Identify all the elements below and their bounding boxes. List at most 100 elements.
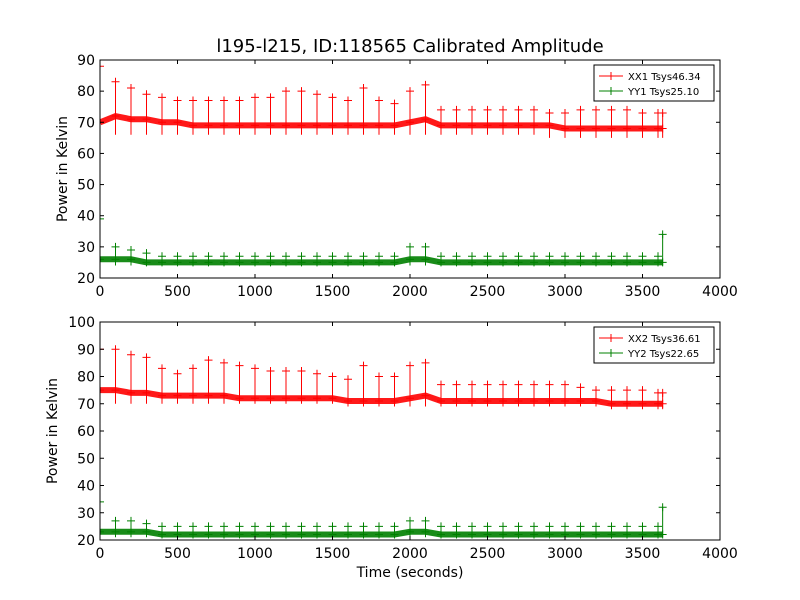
marker-point <box>282 121 290 130</box>
marker-high <box>483 380 492 389</box>
marker-point <box>313 394 321 403</box>
marker-high <box>173 369 182 378</box>
legend-marker <box>607 334 615 342</box>
marker-point <box>561 258 569 267</box>
y-tick-label: 80 <box>77 84 95 100</box>
legend-entry: XX1 Tsys46.34 <box>599 72 701 83</box>
plot-bottom: 0 500 1000 1500 2000 2500 3000 3500 4000 20 30 40 50… <box>45 315 738 562</box>
marker-point <box>607 399 616 408</box>
x-tick-label: 3500 <box>625 546 661 562</box>
marker-high <box>654 522 662 531</box>
plot-top-ylabel: Power in Kelvin <box>55 116 71 222</box>
marker-point <box>235 258 244 267</box>
marker-point <box>483 258 492 267</box>
marker-point <box>204 121 213 130</box>
marker-point <box>638 258 647 267</box>
marker-point <box>189 121 197 130</box>
marker-high <box>282 522 290 531</box>
marker-high <box>607 386 616 395</box>
marker-point <box>483 397 492 406</box>
marker-high <box>623 522 631 531</box>
marker-point <box>452 258 461 267</box>
marker-point <box>158 258 166 267</box>
marker-point <box>406 394 414 403</box>
legend-label: XX2 Tsys36.61 <box>628 334 701 345</box>
marker-high <box>189 364 197 373</box>
x-tick-label: 2500 <box>470 546 506 562</box>
marker-high <box>127 516 135 525</box>
x-tick-label: 1000 <box>237 546 273 562</box>
marker-high <box>658 230 667 239</box>
marker-high <box>328 93 337 102</box>
marker-point <box>576 124 585 133</box>
marker-point <box>158 391 166 400</box>
legend-entry: YY1 Tsys25.10 <box>599 87 699 98</box>
marker-point <box>297 121 306 130</box>
x-tick-label: 2000 <box>392 546 428 562</box>
marker-point <box>266 121 275 130</box>
marker-point <box>658 124 667 133</box>
plot-top: 0 500 1000 1500 2000 2500 3000 3500 4000 20 30 40 50… <box>55 53 738 300</box>
y-tick-label: 20 <box>77 271 95 287</box>
marker-point <box>204 391 213 400</box>
marker-point <box>514 397 523 406</box>
marker-point <box>468 530 476 539</box>
y-tick-label: 70 <box>77 115 95 131</box>
plot-bottom-ylabel: Power in Kelvin <box>45 378 61 484</box>
marker-point <box>592 530 600 539</box>
marker-high <box>204 522 213 531</box>
marker-point <box>297 394 306 403</box>
marker-point <box>111 386 120 395</box>
marker-high <box>658 108 667 117</box>
marker-point <box>328 258 337 267</box>
marker-high <box>468 380 476 389</box>
marker-point <box>266 530 275 539</box>
marker-high <box>561 522 569 531</box>
marker-point <box>251 121 259 130</box>
marker-high <box>592 105 600 114</box>
plot-bottom-axes: 0 500 1000 1500 2000 2500 3000 3500 4000 20 30 40 50… <box>68 315 738 562</box>
marker-point <box>499 121 507 130</box>
marker-high <box>390 99 399 108</box>
marker-point <box>142 258 151 267</box>
marker-point <box>406 118 414 127</box>
marker-high <box>545 522 554 531</box>
marker-high <box>545 380 554 389</box>
marker-high <box>235 361 244 370</box>
marker-high <box>530 380 538 389</box>
marker-point <box>499 258 507 267</box>
marker-high <box>623 386 631 395</box>
marker-high <box>483 522 492 531</box>
marker-point <box>173 391 182 400</box>
marker-point <box>607 530 616 539</box>
marker-high <box>142 519 151 528</box>
marker-high <box>576 522 585 531</box>
legend-label: XX1 Tsys46.34 <box>628 72 701 83</box>
series-top-xx <box>100 62 667 138</box>
marker-high <box>638 522 647 531</box>
marker-high <box>100 214 104 223</box>
plot-top-marks <box>100 62 667 267</box>
marker-point <box>359 121 368 130</box>
marker-point <box>266 394 275 403</box>
marker-high <box>468 522 476 531</box>
marker-high <box>189 522 197 531</box>
x-tick-label: 4000 <box>702 546 738 562</box>
marker-high <box>592 386 600 395</box>
marker-high <box>220 522 228 531</box>
marker-point <box>623 124 631 133</box>
marker-point <box>235 121 244 130</box>
marker-high <box>359 84 368 93</box>
y-tick-label: 40 <box>77 479 95 495</box>
marker-high <box>204 96 213 105</box>
marker-point <box>375 397 383 406</box>
marker-point <box>592 397 600 406</box>
x-tick-label: 3500 <box>625 284 661 300</box>
marker-high <box>297 522 306 531</box>
marker-high <box>111 77 120 86</box>
legend-box <box>593 64 715 102</box>
marker-point <box>437 121 445 130</box>
marker-point <box>127 115 135 124</box>
marker-high <box>189 96 197 105</box>
